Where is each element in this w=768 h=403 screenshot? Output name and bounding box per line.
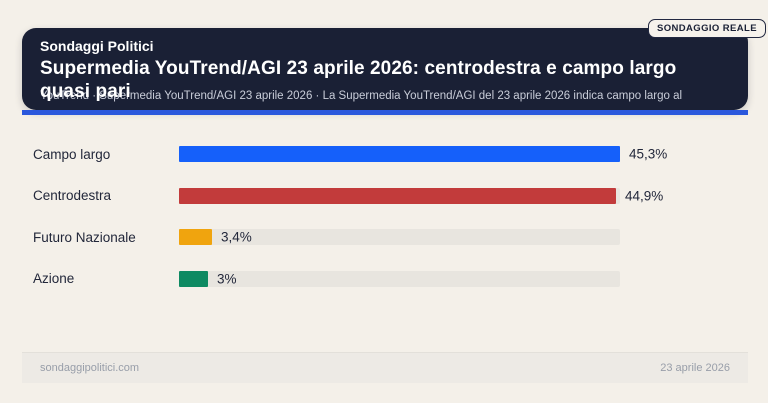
category-label: Azione — [33, 271, 75, 286]
value-label: 3,4% — [221, 229, 252, 245]
footer-bar: sondaggipolitici.com 23 aprile 2026 — [22, 352, 748, 383]
chart-rows: Campo largo 45,3% Centrodestra 44,9% Futuro … — [0, 146, 768, 287]
footer-site: sondaggipolitici.com — [40, 362, 140, 374]
bar-track: 44,9% — [179, 187, 663, 204]
header-card: Sondaggi Politici Supermedia YouTrend/AG… — [22, 28, 748, 110]
category-label: Futuro Nazionale — [33, 229, 136, 245]
bar-track: 3,4% — [179, 229, 620, 245]
chart-row: Futuro Nazionale 3,4% — [0, 229, 768, 245]
page-title: Supermedia YouTrend/AGI 23 aprile 2026: … — [40, 58, 677, 102]
value-label: 44,9% — [625, 188, 664, 203]
bar-track: 3% — [179, 270, 620, 287]
chart-row: Centrodestra 44,9% — [0, 187, 768, 204]
brand-kicker: Sondaggi Politici — [40, 38, 154, 54]
value-label: 3% — [217, 271, 237, 286]
category-label: Centrodestra — [33, 188, 112, 203]
bar-track: 45,3% — [179, 146, 667, 162]
bar — [179, 187, 616, 204]
category-label: Campo largo — [33, 146, 111, 162]
bar — [179, 146, 620, 162]
value-label: 45,3% — [629, 146, 668, 162]
bar — [179, 229, 212, 245]
status-badge: SONDAGGIO REALE — [648, 19, 766, 38]
bar-chart: Campo largo 45,3% Centrodestra 44,9% Futuro … — [0, 146, 768, 312]
chart-row: Azione 3% — [0, 270, 768, 287]
subtitle: YouTrend · Supermedia YouTrend/AGI 23 ap… — [40, 90, 683, 102]
bar — [179, 270, 208, 287]
accent-divider — [22, 110, 748, 115]
chart-row: Campo largo 45,3% — [0, 146, 768, 162]
footer-date: 23 aprile 2026 — [660, 362, 730, 374]
